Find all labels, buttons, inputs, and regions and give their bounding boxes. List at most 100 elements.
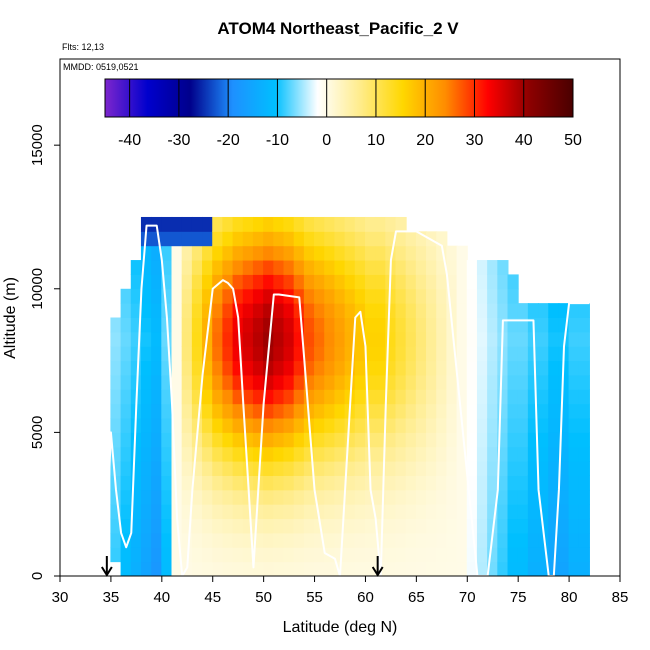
heatmap-cell — [568, 374, 580, 390]
heatmap-cell — [232, 446, 244, 462]
heatmap-cell — [202, 475, 214, 491]
heatmap-cell — [385, 216, 397, 232]
heatmap-cell — [456, 317, 468, 333]
heatmap-cell — [364, 418, 377, 433]
heatmap-cell — [578, 489, 590, 505]
heatmap-cell — [110, 331, 122, 347]
heatmap-cell — [497, 547, 509, 563]
heatmap-cell — [527, 461, 540, 476]
arrow-marker — [100, 556, 113, 577]
heatmap-cell — [202, 303, 214, 318]
heatmap-cell — [405, 432, 417, 448]
heatmap-cell — [263, 561, 275, 576]
heatmap-cell — [314, 374, 326, 390]
heatmap-cell — [120, 303, 132, 318]
heatmap-cell — [578, 418, 590, 433]
heatmap-cell — [191, 547, 204, 563]
heatmap-cell — [151, 532, 163, 548]
heatmap-cell — [252, 360, 265, 376]
heatmap-cell — [405, 461, 417, 476]
heatmap-cell — [436, 374, 448, 390]
heatmap-cell — [538, 346, 550, 362]
heatmap-cell — [161, 216, 173, 232]
heatmap-cell — [507, 303, 519, 318]
heatmap-cell — [375, 418, 387, 433]
heatmap-cell — [405, 331, 417, 347]
heatmap-cell — [130, 432, 142, 448]
heatmap-cell — [232, 489, 244, 505]
heatmap-cell — [568, 331, 580, 347]
heatmap-cell — [334, 288, 346, 304]
heatmap-cell — [456, 518, 468, 534]
heatmap-cell — [568, 475, 580, 491]
heatmap-cell — [334, 461, 346, 476]
heatmap-cell — [120, 489, 132, 505]
heatmap-cell — [517, 303, 529, 318]
heatmap-cell — [212, 547, 224, 563]
heatmap-cell — [466, 418, 478, 433]
heatmap-cell — [334, 274, 346, 290]
heatmap-cell — [171, 260, 183, 275]
y-tick-label: 10000 — [29, 268, 46, 310]
heatmap-cell — [303, 346, 316, 362]
heatmap-cell — [222, 331, 234, 347]
heatmap-cell — [130, 532, 142, 548]
heatmap-cell — [364, 432, 377, 448]
heatmap-cell — [273, 461, 285, 476]
heatmap-cell — [507, 561, 519, 576]
heatmap-cell — [232, 245, 244, 261]
heatmap-cell — [293, 346, 305, 362]
heatmap-cell — [232, 260, 244, 275]
heatmap-cell — [426, 331, 438, 347]
heatmap-cell — [405, 504, 417, 520]
heatmap-cell — [395, 317, 407, 333]
heatmap-cell — [252, 504, 265, 520]
heatmap-cell — [517, 389, 529, 405]
heatmap-cell — [273, 317, 285, 333]
heatmap-cell — [171, 374, 183, 390]
heatmap-cell — [140, 288, 153, 304]
heatmap-cell — [395, 403, 407, 419]
heatmap-cell — [222, 403, 234, 419]
heatmap-cell — [171, 403, 183, 419]
heatmap-cell — [497, 489, 509, 505]
heatmap-cell — [497, 475, 509, 491]
x-tick-label: 85 — [612, 589, 629, 606]
heatmap-cell — [232, 331, 244, 347]
heatmap-cell — [263, 360, 275, 376]
heatmap-cell — [344, 561, 356, 576]
heatmap-cell — [364, 532, 377, 548]
heatmap-cell — [232, 303, 244, 318]
heatmap-cell — [314, 504, 326, 520]
heatmap-cell — [507, 446, 519, 462]
heatmap-cell — [120, 331, 132, 347]
heatmap-cell — [293, 547, 305, 563]
heatmap-cell — [181, 475, 193, 491]
heatmap-cell — [222, 317, 234, 333]
heatmap-cell — [334, 303, 346, 318]
heatmap-cell — [364, 504, 377, 520]
heatmap-cell — [578, 504, 590, 520]
heatmap-cell — [334, 374, 346, 390]
heatmap-cell — [426, 245, 438, 261]
heatmap-cell — [538, 317, 550, 333]
heatmap-cell — [364, 374, 377, 390]
heatmap-cell — [395, 418, 407, 433]
heatmap-cell — [476, 274, 489, 290]
heatmap-cell — [354, 561, 366, 576]
heatmap-cell — [110, 374, 122, 390]
heatmap-cell — [283, 461, 295, 476]
heatmap-cell — [446, 446, 458, 462]
heatmap-cell — [395, 504, 407, 520]
heatmap-cell — [456, 374, 468, 390]
heatmap-cell — [242, 274, 254, 290]
heatmap-cell — [548, 504, 560, 520]
heatmap-cell — [395, 547, 407, 563]
heatmap-cell — [578, 331, 590, 347]
heatmap-cell — [263, 446, 275, 462]
heatmap-cell — [517, 446, 529, 462]
heatmap-cell — [151, 331, 163, 347]
heatmap-cell — [354, 317, 366, 333]
heatmap-cell — [507, 360, 519, 376]
heatmap-cell — [548, 532, 560, 548]
